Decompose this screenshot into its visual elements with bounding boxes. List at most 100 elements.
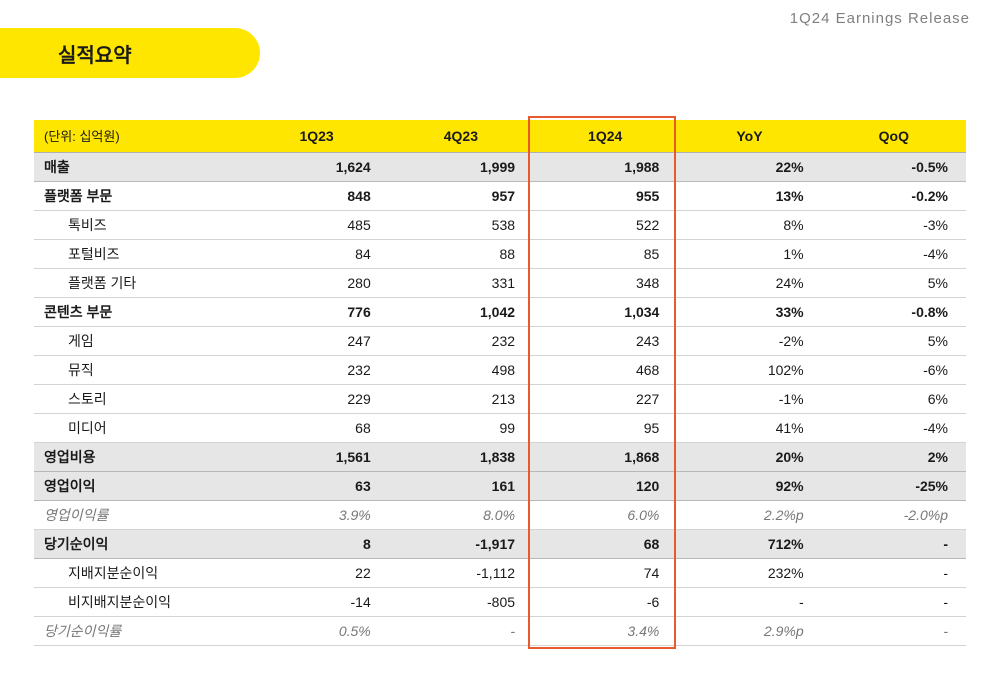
table-row: 미디어68999541%-4% — [34, 413, 966, 442]
table-row: 영업이익률3.9%8.0%6.0%2.2%p-2.0%p — [34, 500, 966, 529]
cell: 498 — [389, 355, 533, 384]
cell: 41% — [677, 413, 821, 442]
cell: -1,917 — [389, 529, 533, 558]
row-label: 스토리 — [34, 384, 244, 413]
cell: 955 — [533, 181, 677, 210]
cell: 8 — [244, 529, 388, 558]
cell: 229 — [244, 384, 388, 413]
col-header: 1Q24 — [533, 120, 677, 152]
cell: 1% — [677, 239, 821, 268]
cell: -1% — [677, 384, 821, 413]
table-row: 톡비즈4855385228%-3% — [34, 210, 966, 239]
cell: - — [822, 587, 966, 616]
cell: 2.2%p — [677, 500, 821, 529]
row-label: 게임 — [34, 326, 244, 355]
table-row: 포털비즈8488851%-4% — [34, 239, 966, 268]
cell: 5% — [822, 326, 966, 355]
cell: 1,034 — [533, 297, 677, 326]
cell: 1,868 — [533, 442, 677, 471]
cell: 247 — [244, 326, 388, 355]
cell: 232 — [389, 326, 533, 355]
cell: - — [822, 558, 966, 587]
row-label: 영업이익률 — [34, 500, 244, 529]
cell: 2% — [822, 442, 966, 471]
table-row: 매출1,6241,9991,98822%-0.5% — [34, 152, 966, 181]
cell: -4% — [822, 239, 966, 268]
cell: 92% — [677, 471, 821, 500]
cell: 20% — [677, 442, 821, 471]
cell: - — [822, 616, 966, 645]
table-row: 스토리229213227-1%6% — [34, 384, 966, 413]
cell: 331 — [389, 268, 533, 297]
cell: 99 — [389, 413, 533, 442]
col-header: 4Q23 — [389, 120, 533, 152]
cell: 1,838 — [389, 442, 533, 471]
table-row: 당기순이익8-1,91768712%- — [34, 529, 966, 558]
table-row: 지배지분순이익22-1,11274232%- — [34, 558, 966, 587]
cell: 120 — [533, 471, 677, 500]
cell: 232 — [244, 355, 388, 384]
row-label: 매출 — [34, 152, 244, 181]
header-label: 1Q24 Earnings Release — [790, 10, 970, 27]
cell: -25% — [822, 471, 966, 500]
cell: -14 — [244, 587, 388, 616]
cell: 280 — [244, 268, 388, 297]
cell: 84 — [244, 239, 388, 268]
table-row: 뮤직232498468102%-6% — [34, 355, 966, 384]
cell: 348 — [533, 268, 677, 297]
page-title: 실적요약 — [0, 28, 260, 78]
cell: 712% — [677, 529, 821, 558]
cell: 957 — [389, 181, 533, 210]
cell: 3.4% — [533, 616, 677, 645]
cell: 0.5% — [244, 616, 388, 645]
col-header: 1Q23 — [244, 120, 388, 152]
cell: 1,042 — [389, 297, 533, 326]
table-row: 당기순이익률0.5%-3.4%2.9%p- — [34, 616, 966, 645]
cell: 6.0% — [533, 500, 677, 529]
cell: 22 — [244, 558, 388, 587]
cell: 1,999 — [389, 152, 533, 181]
row-label: 뮤직 — [34, 355, 244, 384]
row-label: 콘텐츠 부문 — [34, 297, 244, 326]
earnings-table-wrap: (단위: 십억원) 1Q23 4Q23 1Q24 YoY QoQ 매출1,624… — [34, 120, 966, 646]
row-label: 지배지분순이익 — [34, 558, 244, 587]
cell: -2% — [677, 326, 821, 355]
cell: 68 — [533, 529, 677, 558]
cell: 485 — [244, 210, 388, 239]
row-label: 당기순이익 — [34, 529, 244, 558]
cell: 3.9% — [244, 500, 388, 529]
cell: 88 — [389, 239, 533, 268]
table-row: 게임247232243-2%5% — [34, 326, 966, 355]
cell: - — [822, 529, 966, 558]
cell: 22% — [677, 152, 821, 181]
cell: -2.0%p — [822, 500, 966, 529]
row-label: 당기순이익률 — [34, 616, 244, 645]
row-label: 영업비용 — [34, 442, 244, 471]
cell: 522 — [533, 210, 677, 239]
cell: 243 — [533, 326, 677, 355]
cell: 13% — [677, 181, 821, 210]
cell: 468 — [533, 355, 677, 384]
table-row: 플랫폼 부문84895795513%-0.2% — [34, 181, 966, 210]
cell: 776 — [244, 297, 388, 326]
col-header: QoQ — [822, 120, 966, 152]
cell: 227 — [533, 384, 677, 413]
cell: 8% — [677, 210, 821, 239]
cell: -4% — [822, 413, 966, 442]
table-row: 영업이익6316112092%-25% — [34, 471, 966, 500]
cell: 848 — [244, 181, 388, 210]
cell: 102% — [677, 355, 821, 384]
cell: 5% — [822, 268, 966, 297]
table-row: 비지배지분순이익-14-805-6-- — [34, 587, 966, 616]
cell: 1,624 — [244, 152, 388, 181]
cell: 8.0% — [389, 500, 533, 529]
cell: 161 — [389, 471, 533, 500]
row-label: 톡비즈 — [34, 210, 244, 239]
cell: 1,988 — [533, 152, 677, 181]
cell: - — [677, 587, 821, 616]
cell: -0.5% — [822, 152, 966, 181]
cell: 63 — [244, 471, 388, 500]
cell: 232% — [677, 558, 821, 587]
cell: -6% — [822, 355, 966, 384]
cell: 538 — [389, 210, 533, 239]
